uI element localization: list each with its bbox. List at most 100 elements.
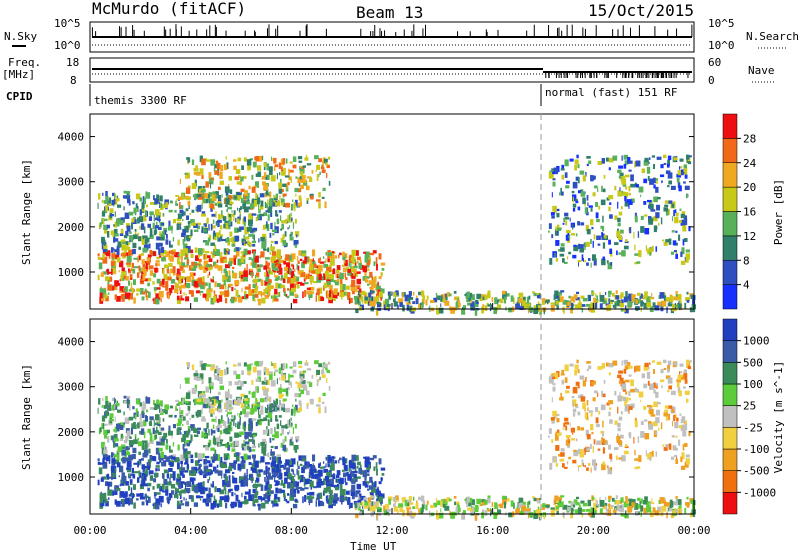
velocity-cell	[387, 509, 391, 512]
velocity-cell	[444, 506, 449, 511]
power-cell	[499, 298, 503, 303]
power-cell	[621, 206, 623, 209]
power-cell	[293, 265, 295, 270]
power-cell	[185, 196, 189, 199]
power-cell	[133, 234, 138, 239]
velocity-cell	[155, 435, 157, 439]
velocity-cell	[186, 362, 188, 364]
velocity-cell	[223, 429, 225, 433]
velocity-cell	[261, 503, 265, 509]
power-cell	[256, 173, 260, 177]
velocity-cell	[225, 476, 228, 482]
power-cell	[234, 196, 237, 199]
power-cell	[281, 275, 283, 281]
velocity-cell	[277, 408, 280, 410]
power-cell	[131, 222, 133, 229]
power-cell	[646, 245, 647, 252]
velocity-cell	[211, 456, 213, 459]
velocity-cell	[322, 365, 323, 372]
power-cell	[135, 231, 136, 234]
velocity-cell	[134, 471, 139, 473]
velocity-cell	[263, 389, 268, 395]
power-cell	[276, 194, 278, 199]
power-cell	[201, 189, 205, 192]
power-cell	[402, 293, 404, 298]
velocity-cell	[373, 466, 375, 471]
velocity-cell	[642, 373, 645, 378]
velocity-cell	[303, 465, 307, 468]
velocity-cell	[537, 500, 540, 503]
power-cell	[182, 269, 185, 273]
power-cell	[456, 301, 458, 308]
power-cell	[277, 249, 281, 252]
power-cell	[679, 300, 681, 303]
velocity-cell	[208, 399, 210, 403]
velocity-cell	[654, 510, 659, 515]
velocity-cell	[572, 396, 575, 398]
power-cell	[468, 298, 471, 302]
power-cell	[556, 213, 559, 217]
velocity-cell	[211, 384, 213, 386]
power-cell	[287, 182, 289, 185]
velocity-cell	[240, 453, 242, 455]
power-cell	[635, 216, 638, 223]
power-cell	[224, 248, 227, 254]
power-cell	[577, 221, 580, 225]
velocity-cell	[686, 454, 690, 457]
velocity-cell	[111, 452, 114, 458]
velocity-cell	[339, 480, 342, 484]
velocity-cell	[117, 462, 121, 467]
velocity-cell	[269, 475, 271, 479]
velocity-cell	[533, 498, 536, 501]
velocity-cell	[125, 418, 130, 424]
power-cell	[324, 159, 328, 163]
velocity-cell	[153, 428, 155, 434]
power-cell	[271, 175, 276, 181]
power-cell	[642, 168, 645, 173]
power-cell	[587, 229, 591, 234]
power-cell	[678, 235, 680, 241]
power-cell	[684, 303, 686, 309]
power-cell	[170, 269, 172, 274]
power-cell	[121, 271, 126, 276]
velocity-cell	[306, 390, 310, 395]
velocity-cell	[203, 453, 205, 458]
power-cell	[135, 209, 137, 214]
power-cell	[246, 201, 250, 204]
velocity-cell	[239, 420, 240, 426]
velocity-cell	[609, 372, 611, 375]
velocity-cell	[325, 367, 327, 370]
power-cell	[299, 183, 301, 186]
power-cell	[418, 292, 421, 296]
power-cell	[225, 271, 228, 277]
power-cell	[316, 165, 320, 170]
power-cell	[102, 200, 104, 203]
velocity-cell	[178, 418, 182, 423]
power-cell	[271, 285, 274, 289]
velocity-cell	[311, 475, 315, 479]
power-cell	[648, 176, 650, 181]
power-cell	[379, 292, 383, 297]
power-cell	[254, 200, 257, 207]
power-cell	[636, 161, 641, 167]
velocity-cell	[225, 410, 228, 412]
power-cell	[298, 261, 300, 264]
power-cell	[160, 203, 162, 209]
power-cell	[399, 302, 403, 307]
velocity-cell	[295, 381, 297, 383]
velocity-cell	[207, 498, 212, 503]
velocity-cell	[208, 429, 209, 436]
velocity-cell	[179, 491, 182, 496]
power-cell	[662, 301, 667, 307]
power-cell	[316, 170, 317, 172]
velocity-cell	[326, 378, 327, 383]
power-cell	[515, 304, 520, 309]
power-cell	[229, 176, 232, 181]
velocity-cell	[180, 384, 181, 389]
power-cell	[129, 212, 134, 216]
velocity-cell	[189, 418, 190, 420]
velocity-cell	[210, 448, 214, 451]
velocity-cell	[358, 496, 360, 500]
cpid-mode-themis: themis 3300 RF	[94, 94, 187, 107]
velocity-cell	[122, 447, 125, 449]
